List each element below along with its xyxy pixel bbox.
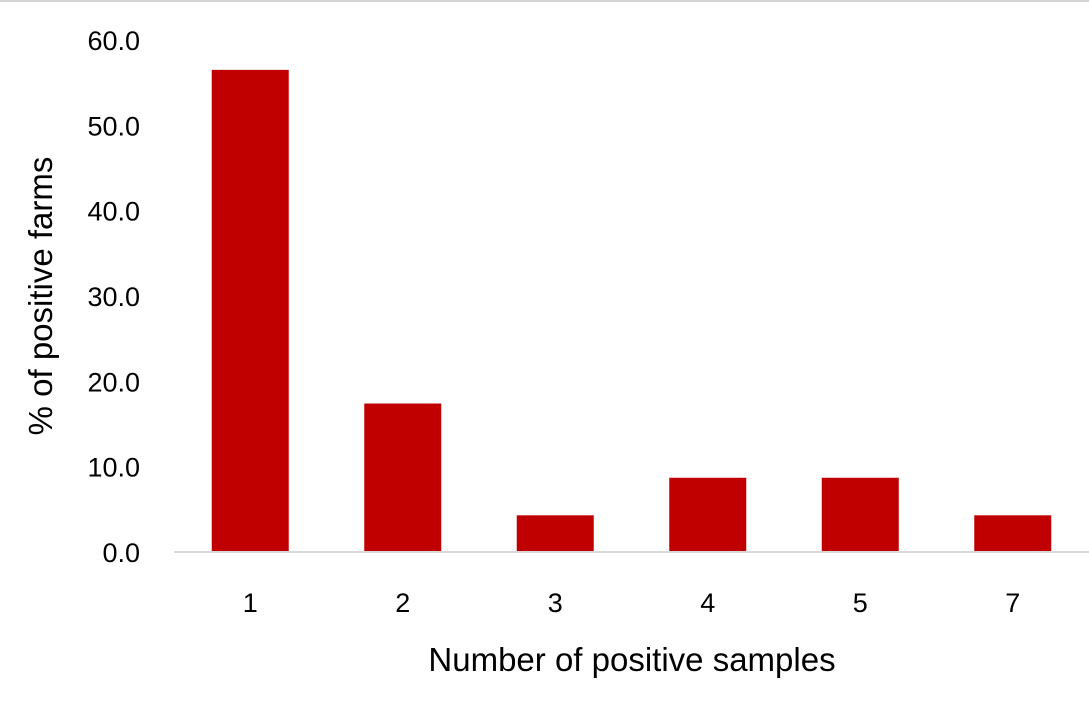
x-axis-title: Number of positive samples [428, 641, 835, 678]
y-tick-label: 0.0 [102, 538, 140, 568]
y-tick-label: 10.0 [87, 453, 140, 483]
bar [516, 515, 594, 552]
bar [821, 477, 899, 552]
x-tick-label: 1 [243, 588, 258, 618]
y-tick-label: 60.0 [87, 26, 140, 56]
y-tick-label: 50.0 [87, 111, 140, 141]
x-tick-label: 5 [853, 588, 868, 618]
y-axis-ticks: 0.0 10.0 20.0 30.0 40.0 50.0 60.0 [87, 26, 140, 568]
top-border [0, 0, 1089, 2]
bar [974, 515, 1052, 552]
x-tick-label: 2 [395, 588, 410, 618]
y-tick-label: 40.0 [87, 197, 140, 227]
y-axis-title: % of positive farms [22, 157, 59, 436]
bar [211, 69, 289, 552]
x-tick-label: 3 [548, 588, 563, 618]
bar [364, 403, 442, 552]
x-axis-ticks: 1 2 3 4 5 7 [243, 588, 1021, 618]
x-tick-label: 4 [700, 588, 715, 618]
bar [669, 477, 747, 552]
y-tick-label: 30.0 [87, 282, 140, 312]
bars [211, 69, 1052, 552]
y-tick-label: 20.0 [87, 367, 140, 397]
x-tick-label: 7 [1005, 588, 1020, 618]
